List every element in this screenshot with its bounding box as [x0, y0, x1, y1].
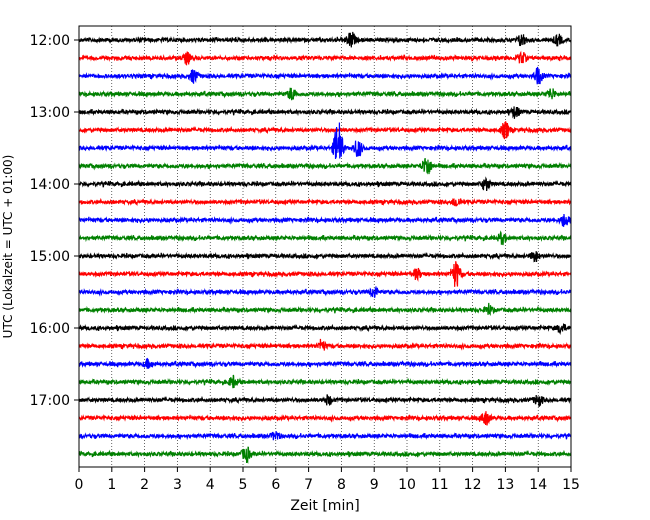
- y-tick-label-0: 12:00: [30, 33, 70, 49]
- x-tick-label-8: 8: [337, 477, 346, 493]
- x-tick-label-7: 7: [304, 477, 313, 493]
- x-tick-label-14: 14: [529, 477, 547, 493]
- y-tick-label-4: 16:00: [30, 321, 70, 337]
- trace-1645: [78, 374, 572, 389]
- trace-1515: [78, 261, 572, 287]
- trace-1200: [78, 31, 572, 48]
- y-tick-label-3: 15:00: [30, 249, 70, 265]
- x-tick-label-10: 10: [398, 477, 416, 493]
- x-axis-ticks: 0 1 2 3 4 5 6 7 8 9 10 11 12 13 14 15: [75, 467, 580, 493]
- y-tick-label-2: 14:00: [30, 177, 70, 193]
- trace-1215: [78, 50, 572, 66]
- trace-1230: [78, 66, 572, 85]
- y-axis-label: UTC (Lokalzeit = UTC + 01:00): [1, 155, 15, 339]
- trace-1730: [78, 431, 572, 441]
- x-tick-label-12: 12: [464, 477, 482, 493]
- trace-1315: [78, 121, 572, 140]
- plot-frame: [78, 25, 572, 468]
- trace-1600: [78, 323, 572, 335]
- x-tick-label-2: 2: [140, 477, 149, 493]
- x-tick-label-9: 9: [370, 477, 379, 493]
- trace-1545: [78, 302, 572, 317]
- x-tick-label-5: 5: [239, 477, 248, 493]
- x-axis-label: Zeit [min]: [290, 498, 359, 514]
- trace-1630: [78, 357, 572, 369]
- x-tick-label-13: 13: [496, 477, 514, 493]
- y-tick-label-1: 13:00: [30, 105, 70, 121]
- x-tick-label-15: 15: [562, 477, 580, 493]
- x-tick-label-3: 3: [173, 477, 182, 493]
- trace-1415: [78, 197, 572, 207]
- trace-1430: [78, 214, 572, 227]
- trace-1300: [78, 106, 572, 119]
- trace-1615: [78, 338, 572, 351]
- trace-1445: [78, 230, 572, 246]
- trace-1400: [78, 176, 572, 192]
- y-tick-label-5: 17:00: [30, 393, 70, 409]
- x-tick-label-1: 1: [107, 477, 116, 493]
- trace-1330: [78, 122, 572, 159]
- trace-1245: [78, 87, 572, 101]
- x-tick-label-11: 11: [431, 477, 449, 493]
- trace-1715: [78, 411, 572, 426]
- trace-1700: [78, 394, 572, 407]
- y-axis-ticks: 12:00 13:00 14:00 15:00 16:00 17:00: [30, 33, 79, 409]
- x-tick-label-4: 4: [206, 477, 215, 493]
- trace-1345: [78, 158, 572, 175]
- trace-1745: [78, 446, 572, 464]
- x-tick-label-6: 6: [271, 477, 280, 493]
- seismic-traces: [78, 31, 572, 464]
- x-tick-label-0: 0: [75, 477, 84, 493]
- trace-1500: [78, 251, 572, 263]
- trace-1530: [78, 286, 572, 298]
